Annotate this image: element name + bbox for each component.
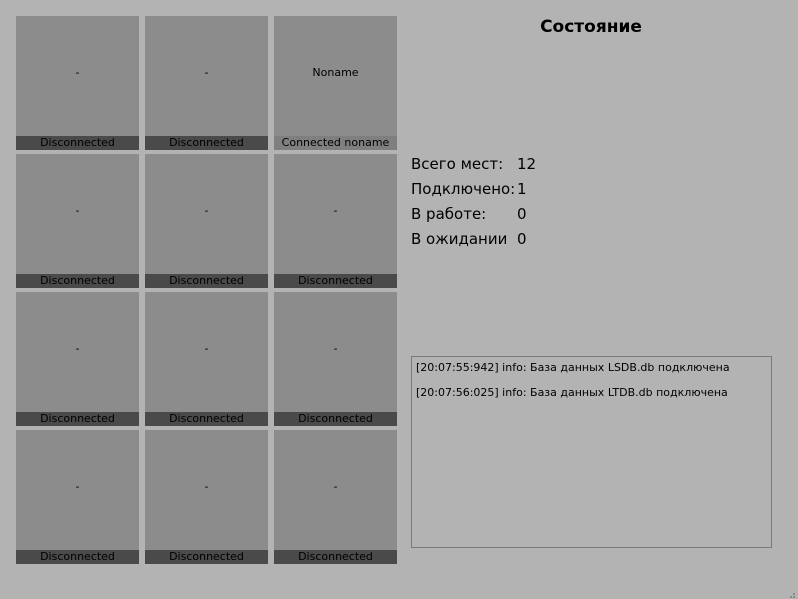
workplace-tile[interactable]: - Disconnected — [145, 16, 268, 150]
workplace-status: Disconnected — [145, 550, 268, 564]
workplace-status: Disconnected — [145, 136, 268, 150]
workplace-name: - — [333, 342, 338, 355]
workplace-tile[interactable]: - Disconnected — [16, 292, 139, 426]
stat-label: Всего мест: — [411, 155, 504, 173]
workplace-name: - — [75, 480, 80, 493]
stat-value: 1 — [517, 180, 527, 198]
workplace-tile[interactable]: - Disconnected — [274, 154, 397, 288]
workplace-status: Disconnected — [16, 412, 139, 426]
workplace-status: Disconnected — [16, 136, 139, 150]
state-title: Состояние — [540, 17, 642, 37]
workplace-tile[interactable]: - Disconnected — [16, 154, 139, 288]
workplace-tile[interactable]: - Disconnected — [16, 430, 139, 564]
workplace-status: Disconnected — [16, 550, 139, 564]
workplace-grid: - Disconnected - Disconnected Noname Con… — [16, 16, 397, 564]
workplace-name: - — [75, 204, 80, 217]
log-line: [20:07:55:942] info: База данных LSDB.db… — [416, 361, 730, 374]
resize-grip-icon[interactable] — [786, 587, 796, 598]
workplace-tile[interactable]: - Disconnected — [145, 154, 268, 288]
stat-value: 0 — [517, 230, 527, 248]
workplace-status: Disconnected — [145, 412, 268, 426]
workplace-tile[interactable]: - Disconnected — [16, 16, 139, 150]
workplace-tile[interactable]: Noname Connected noname — [274, 16, 397, 150]
workplace-name: - — [204, 342, 209, 355]
workplace-tile[interactable]: - Disconnected — [274, 430, 397, 564]
workplace-status: Disconnected — [274, 274, 397, 288]
log-panel[interactable]: [20:07:55:942] info: База данных LSDB.db… — [411, 356, 772, 548]
workplace-tile[interactable]: - Disconnected — [145, 430, 268, 564]
workplace-name: - — [204, 480, 209, 493]
stat-value: 12 — [517, 155, 537, 173]
log-line: [20:07:56:025] info: База данных LTDB.db… — [416, 386, 728, 399]
stat-value: 0 — [517, 205, 527, 223]
workplace-status: Disconnected — [145, 274, 268, 288]
stat-label: Подключено: — [411, 180, 516, 198]
workplace-name: - — [75, 66, 80, 79]
workplace-tile[interactable]: - Disconnected — [274, 292, 397, 426]
workplace-name: - — [75, 342, 80, 355]
workplace-status: Connected noname — [274, 136, 397, 150]
workplace-name: Noname — [312, 66, 359, 79]
workplace-status: Disconnected — [274, 550, 397, 564]
stat-label: В работе: — [411, 205, 487, 223]
workplace-name: - — [333, 480, 338, 493]
workplace-name: - — [204, 204, 209, 217]
workplace-tile[interactable]: - Disconnected — [145, 292, 268, 426]
workplace-name: - — [204, 66, 209, 79]
workplace-status: Disconnected — [16, 274, 139, 288]
workplace-name: - — [333, 204, 338, 217]
workplace-status: Disconnected — [274, 412, 397, 426]
stat-label: В ожидании — [411, 230, 508, 248]
